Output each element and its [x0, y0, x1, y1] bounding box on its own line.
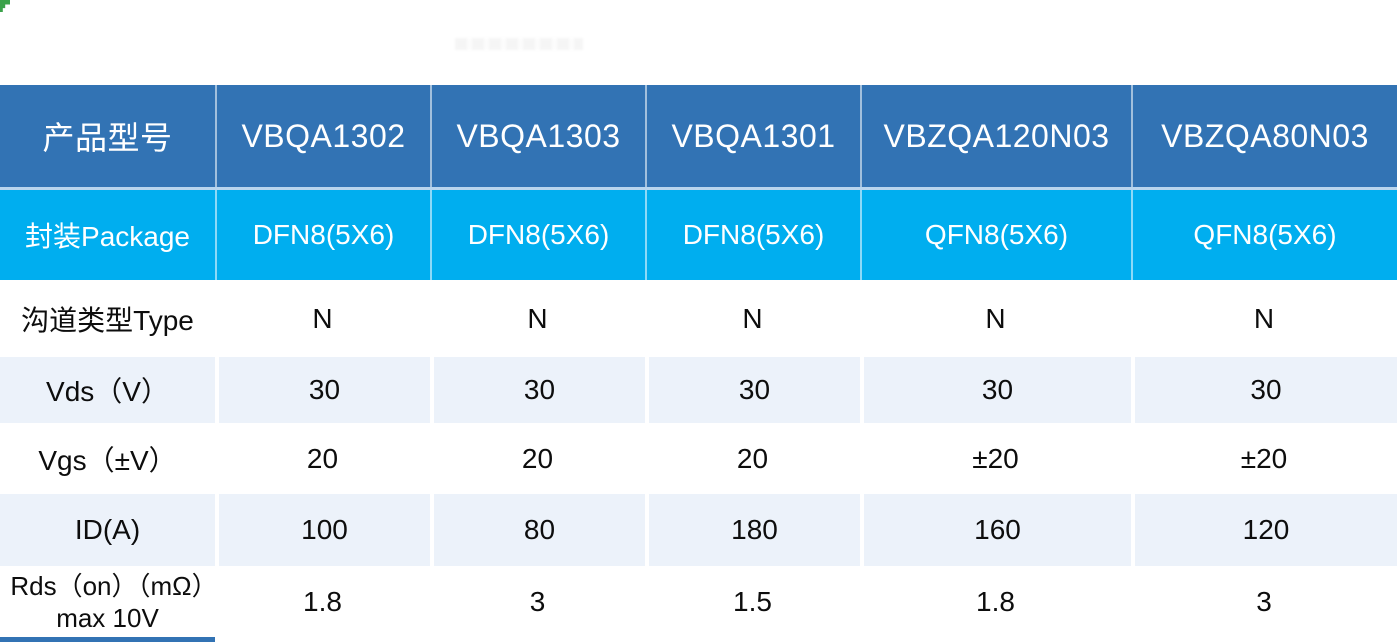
green-corner-mark	[0, 0, 10, 12]
spec-value-cell: N	[985, 302, 1006, 334]
spec-value-cell: N	[742, 302, 763, 334]
package-cell: QFN8(5X6)	[1131, 190, 1397, 280]
product-spec-table: 产品型号 VBQA1302 VBQA1303 VBQA1301 VBZQA120…	[0, 85, 1397, 638]
spec-value-cell: 160	[860, 494, 1131, 566]
header-label-product-model: 产品型号	[0, 85, 215, 187]
package-cell: DFN8(5X6)	[430, 190, 645, 280]
spec-value-cell: 30	[860, 357, 1131, 423]
spec-value-cell: 1.8	[976, 586, 1015, 617]
spec-value-cell: N	[527, 302, 548, 334]
spec-value-cell: 20	[736, 442, 769, 474]
faint-watermark-smudge	[455, 38, 583, 50]
spec-value-cell: ±20	[972, 442, 1019, 474]
spec-value-cell: N	[312, 302, 333, 334]
model-cell: VBZQA80N03	[1131, 85, 1397, 187]
spec-row-label: Vgs（±V）	[38, 444, 177, 476]
spec-row-vds: Vds（V） 30 30 30 30 30	[0, 357, 1397, 423]
spec-row-id: ID(A) 100 80 180 160 120	[0, 494, 1397, 566]
spec-value-cell: 30	[1131, 357, 1397, 423]
spec-row-label: ID(A)	[0, 494, 215, 566]
package-row-label: 封装Package	[0, 190, 215, 280]
model-cell: VBQA1301	[645, 85, 860, 187]
spec-row-label: 沟道类型Type	[21, 304, 194, 336]
spec-value-cell: 120	[1131, 494, 1397, 566]
spec-value-cell: 30	[215, 357, 430, 423]
model-cell: VBQA1302	[215, 85, 430, 187]
spec-row-label: Rds（on）（mΩ）max 10V	[10, 570, 205, 634]
spec-value-cell: 3	[1256, 586, 1272, 617]
spec-value-cell: 100	[215, 494, 430, 566]
package-cell: DFN8(5X6)	[645, 190, 860, 280]
spec-row-rds-on: Rds（on）（mΩ）max 10V 1.8 3 1.5 1.8 3	[0, 566, 1397, 638]
spec-value-cell: 1.8	[303, 586, 342, 617]
spec-value-cell: 1.5	[733, 586, 772, 617]
spec-value-cell: 180	[645, 494, 860, 566]
table-header-row: 产品型号 VBQA1302 VBQA1303 VBQA1301 VBZQA120…	[0, 85, 1397, 190]
spec-value-cell: 80	[430, 494, 645, 566]
spec-value-cell: ±20	[1240, 442, 1288, 474]
next-row-cutoff-strip	[0, 637, 215, 642]
spec-value-cell: 20	[521, 442, 554, 474]
spec-row-vgs: Vgs（±V） 20 20 20 ±20 ±20	[0, 423, 1397, 494]
spec-value-cell: 3	[529, 586, 546, 617]
package-cell: QFN8(5X6)	[860, 190, 1131, 280]
spec-value-cell: 20	[306, 442, 339, 474]
package-cell: DFN8(5X6)	[215, 190, 430, 280]
model-cell: VBZQA120N03	[860, 85, 1131, 187]
spec-row-label: Vds（V）	[0, 357, 215, 423]
spec-value-cell: N	[1253, 302, 1275, 334]
spec-value-cell: 30	[430, 357, 645, 423]
package-row: 封装Package DFN8(5X6) DFN8(5X6) DFN8(5X6) …	[0, 190, 1397, 280]
model-cell: VBQA1303	[430, 85, 645, 187]
spec-value-cell: 30	[645, 357, 860, 423]
spec-row-channel-type: 沟道类型Type N N N N N	[0, 280, 1397, 357]
